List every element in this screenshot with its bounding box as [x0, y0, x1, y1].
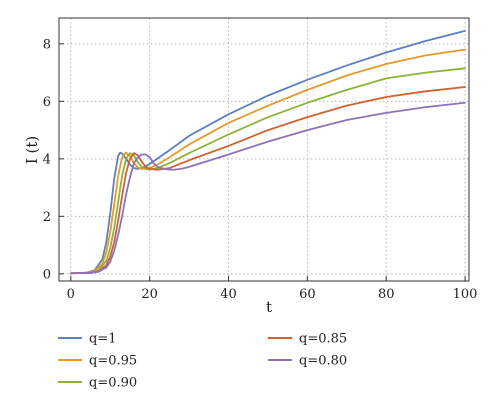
- legend-label: q=1: [89, 332, 117, 347]
- grid: [59, 18, 469, 281]
- axis-ticks: 0 20 40 60 80 100 0 2 4 6 8: [43, 37, 478, 302]
- series-line-2: [69, 67, 466, 275]
- series-lines: [69, 30, 466, 275]
- x-tick-label: 40: [220, 287, 237, 302]
- series-line-0: [69, 30, 466, 275]
- x-tick-label: 20: [141, 287, 158, 302]
- legend-label: q=0.90: [89, 376, 137, 391]
- y-tick-label: 8: [43, 37, 51, 52]
- y-tick-label: 0: [43, 267, 51, 282]
- plot-frame: [58, 17, 470, 282]
- y-tick-label: 4: [43, 152, 51, 167]
- legend-label: q=0.95: [89, 354, 137, 369]
- x-tick-label: 80: [378, 287, 395, 302]
- x-axis-title: t: [266, 298, 272, 316]
- series-line-3: [69, 86, 466, 275]
- x-tick-label: 0: [67, 287, 75, 302]
- y-axis-title: I (t): [23, 136, 41, 164]
- legend-label: q=0.85: [299, 332, 347, 347]
- series-line-1: [69, 48, 466, 275]
- x-tick-label: 100: [453, 287, 478, 302]
- series-line-4: [69, 101, 466, 275]
- x-tick-label: 60: [299, 287, 316, 302]
- legend: q=1 q=0.95 q=0.90 q=0.85 q=0.80: [58, 332, 347, 391]
- y-tick-label: 2: [43, 210, 51, 225]
- y-tick-label: 6: [43, 95, 51, 110]
- legend-label: q=0.80: [299, 354, 347, 369]
